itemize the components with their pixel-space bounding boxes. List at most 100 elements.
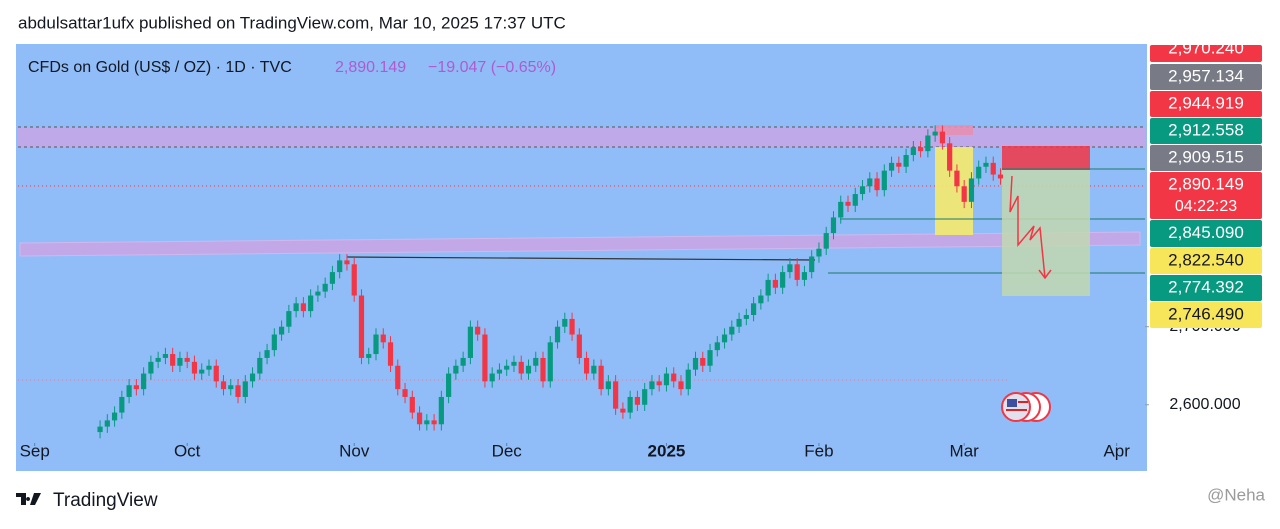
- price-tag-label: 2,912.558: [1168, 120, 1244, 139]
- candle-body: [278, 326, 285, 335]
- candle-body: [547, 342, 553, 382]
- candle-body: [627, 396, 633, 413]
- candle-body: [671, 373, 677, 382]
- candle-body: [199, 369, 205, 374]
- candle-body: [104, 420, 110, 427]
- candle-body: [358, 295, 365, 358]
- candle-body: [351, 264, 357, 296]
- candle-body: [213, 365, 219, 382]
- price-tag-label: 2,774.392: [1168, 277, 1244, 296]
- candle-body: [97, 426, 103, 433]
- x-tick-label: Feb: [804, 441, 833, 460]
- candle-body: [838, 201, 844, 218]
- price-tag: [1150, 220, 1262, 247]
- candle-body: [620, 408, 626, 413]
- projection-arrow: [1038, 269, 1052, 280]
- price-tag-label: 2,822.540: [1168, 250, 1244, 269]
- watermark: @Neha: [1207, 485, 1265, 504]
- candle-body: [787, 264, 793, 273]
- candle-body: [685, 369, 691, 390]
- tradingview-logo: [16, 493, 41, 505]
- candle-body: [533, 357, 539, 366]
- candle-body: [642, 389, 648, 405]
- candle-body: [387, 342, 394, 366]
- candle-body: [191, 361, 198, 374]
- candle-body: [300, 303, 306, 312]
- candle-body: [772, 279, 778, 288]
- candle-body: [148, 361, 154, 374]
- candle-body: [271, 334, 277, 351]
- candle-body: [591, 365, 597, 374]
- candle-body: [881, 170, 887, 191]
- candle-body: [576, 334, 582, 358]
- candle-body: [656, 381, 662, 386]
- candle-body: [286, 311, 292, 327]
- candle-body: [431, 420, 437, 425]
- candle-body: [554, 326, 561, 343]
- candle-body: [852, 194, 858, 206]
- candle-body: [119, 396, 125, 413]
- price-tag: [1150, 145, 1262, 171]
- countdown: 04:22:23: [1175, 198, 1237, 215]
- candle-body: [736, 318, 742, 327]
- profit-zone: [1002, 170, 1090, 296]
- price-tag: [1150, 45, 1262, 62]
- price-tag: [1150, 118, 1262, 144]
- candle-body: [729, 326, 735, 335]
- candle-body: [155, 357, 161, 362]
- candle-body: [133, 385, 139, 390]
- candle-body: [264, 350, 270, 358]
- candle-body: [402, 389, 408, 397]
- candle-body: [220, 381, 227, 390]
- candle-body: [801, 272, 808, 280]
- candle-body: [823, 233, 829, 249]
- candle-body: [518, 361, 524, 374]
- candle-body: [482, 334, 488, 382]
- candle-body: [888, 162, 895, 171]
- candle-body: [569, 318, 575, 335]
- candle-body: [961, 186, 967, 202]
- x-tick-label: 2025: [648, 441, 686, 460]
- candle-body: [315, 291, 321, 296]
- price-tag-label: 2,746.490: [1168, 304, 1244, 323]
- candle-body: [177, 357, 183, 366]
- candle-body: [489, 373, 495, 382]
- last-price: 2,890.149: [335, 59, 406, 76]
- candle-body: [700, 357, 706, 366]
- price-tag-label: 2,944.919: [1168, 93, 1244, 112]
- candle-body: [896, 162, 902, 167]
- candle-body: [809, 256, 815, 273]
- candle-body: [438, 396, 444, 425]
- y-tick-label: 2,600.000: [1169, 396, 1240, 413]
- highlight-box: [935, 147, 973, 235]
- candle-body: [707, 350, 713, 366]
- price-tag: [1150, 248, 1262, 274]
- candle-body: [344, 260, 350, 265]
- x-tick-label: Mar: [950, 441, 980, 460]
- x-tick-label: Sep: [20, 441, 50, 460]
- candle-body: [780, 272, 786, 288]
- x-tick-label: Oct: [174, 441, 201, 460]
- chart-pane: [16, 44, 1147, 471]
- price-tag: [1150, 91, 1262, 117]
- publish-header: abdulsattar1ufx published on TradingView…: [18, 13, 566, 32]
- candle-body: [184, 357, 190, 362]
- candle-body: [249, 373, 256, 382]
- candle-body: [562, 318, 568, 327]
- candle-body: [714, 342, 720, 351]
- price-tag-label: 2,970.240: [1168, 38, 1244, 57]
- candle-body: [605, 381, 611, 390]
- stop-zone: [1002, 146, 1090, 170]
- candle-body: [460, 357, 466, 366]
- price-tag: [1150, 172, 1262, 219]
- candle-body: [968, 178, 975, 202]
- price-tag-label: 2,890.149: [1168, 174, 1244, 193]
- candle-body: [453, 365, 459, 374]
- candle-body: [918, 147, 924, 152]
- price-tag-label: 2,957.134: [1168, 66, 1244, 85]
- candle-body: [496, 369, 503, 374]
- price-tag: [1150, 64, 1262, 90]
- candle-body: [867, 178, 873, 187]
